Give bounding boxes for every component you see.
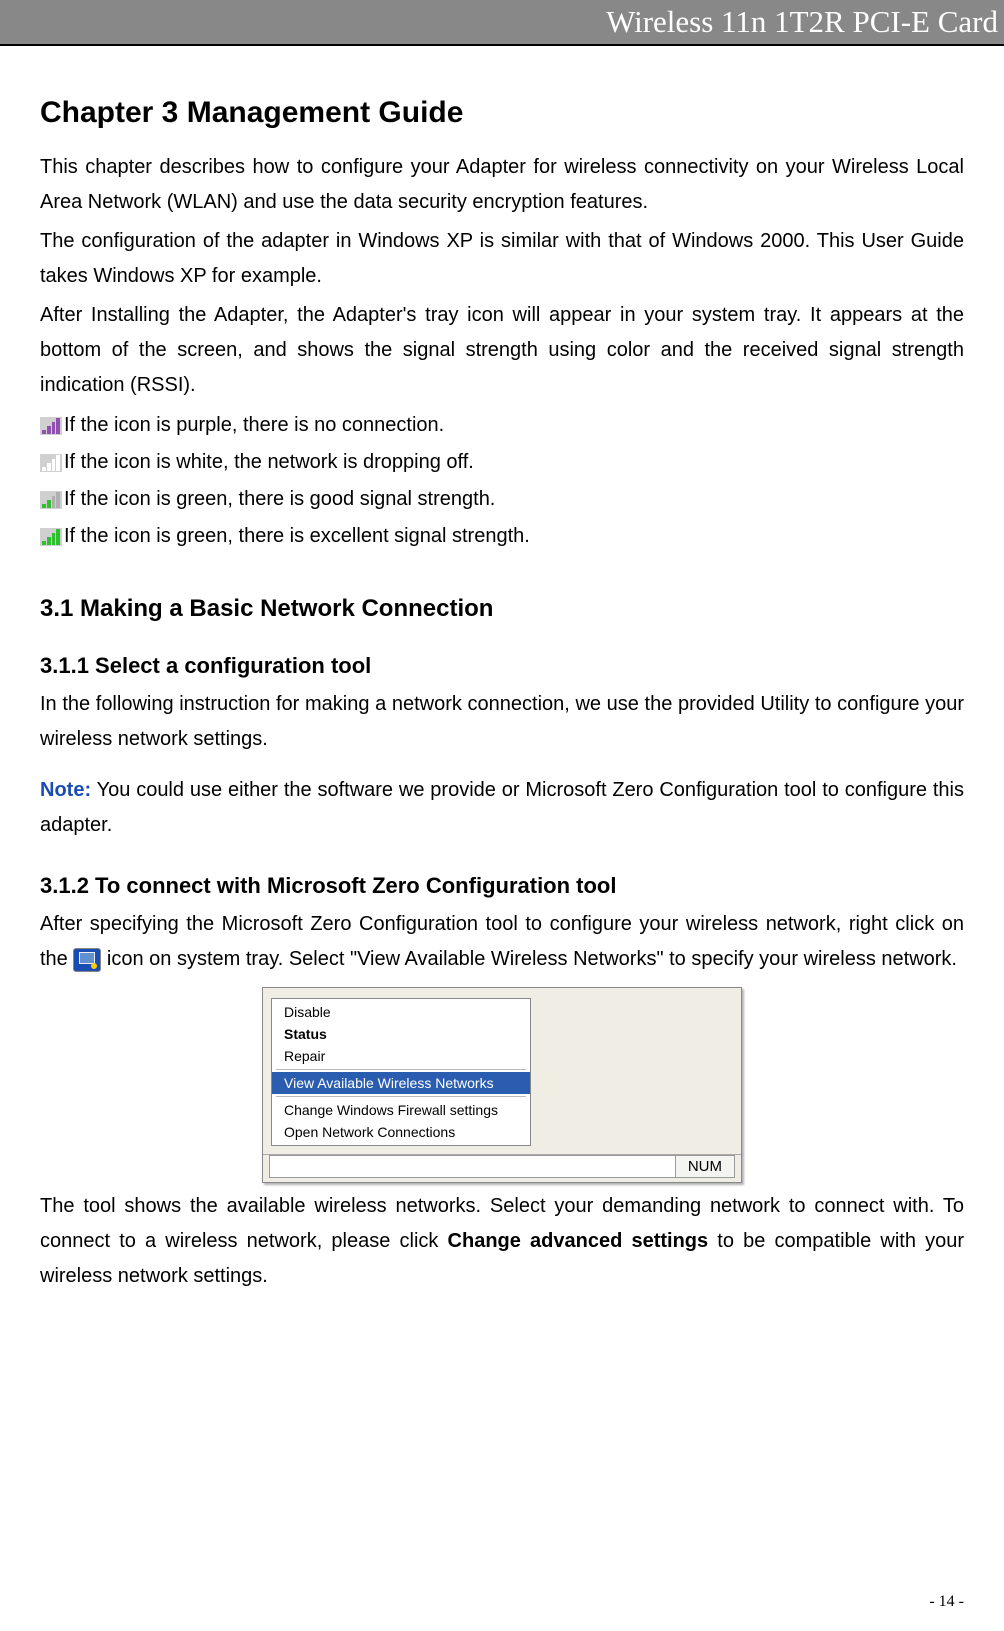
menu-item-repair[interactable]: Repair (272, 1045, 530, 1067)
status-bar-left (270, 1156, 675, 1177)
context-menu-screenshot: Disable Status Repair View Available Wir… (40, 987, 964, 1183)
menu-item-open-connections[interactable]: Open Network Connections (272, 1121, 530, 1143)
signal-icon-white (40, 454, 62, 472)
icon-status-green-good: If the icon is green, there is good sign… (40, 481, 964, 518)
icon-text-purple: If the icon is purple, there is no conne… (64, 407, 444, 444)
icon-status-green-excellent: If the icon is green, there is excellent… (40, 518, 964, 555)
header-title: Wireless 11n 1T2R PCI-E Card (606, 4, 998, 39)
icon-text-green-good: If the icon is green, there is good sign… (64, 481, 495, 518)
menu-item-view-networks[interactable]: View Available Wireless Networks (272, 1072, 530, 1094)
icon-text-green-excellent: If the icon is green, there is excellent… (64, 518, 530, 555)
context-menu-list: Disable Status Repair View Available Wir… (271, 998, 531, 1146)
section-3-1-2-heading: 3.1.2 To connect with Microsoft Zero Con… (40, 873, 964, 899)
context-menu-top: Disable Status Repair View Available Wir… (263, 988, 741, 1155)
menu-separator-2 (276, 1096, 526, 1097)
systray-wireless-icon (73, 948, 101, 972)
icon-status-purple: If the icon is purple, there is no conne… (40, 407, 964, 444)
signal-icon-green-excellent (40, 528, 62, 546)
paragraph-intro-3: After Installing the Adapter, the Adapte… (40, 298, 964, 403)
icon-status-white: If the icon is white, the network is dro… (40, 444, 964, 481)
signal-icon-purple (40, 417, 62, 435)
note-body: You could use either the software we pro… (40, 779, 964, 836)
menu-item-status[interactable]: Status (272, 1023, 530, 1045)
paragraph-intro-1: This chapter describes how to configure … (40, 150, 964, 220)
section-3-1-1-body: In the following instruction for making … (40, 687, 964, 757)
page-number: - 14 - (929, 1593, 964, 1611)
menu-item-disable[interactable]: Disable (272, 1001, 530, 1023)
note-label: Note: (40, 779, 91, 801)
section-3-1-heading: 3.1 Making a Basic Network Connection (40, 595, 964, 623)
section-3-1-1-note: Note: You could use either the software … (40, 773, 964, 843)
status-bar-num: NUM (675, 1156, 734, 1177)
paragraph-intro-2: The configuration of the adapter in Wind… (40, 224, 964, 294)
context-menu-box: Disable Status Repair View Available Wir… (262, 987, 742, 1183)
section-3-1-2-bold: Change advanced settings (448, 1230, 709, 1252)
menu-item-firewall[interactable]: Change Windows Firewall settings (272, 1099, 530, 1121)
status-bar: NUM (269, 1155, 735, 1178)
chapter-title: Chapter 3 Management Guide (40, 96, 964, 130)
section-3-1-2-text-b: icon on system tray. Select "View Availa… (107, 948, 957, 970)
section-3-1-2-body: After specifying the Microsoft Zero Conf… (40, 907, 964, 977)
signal-icon-green-good (40, 491, 62, 509)
menu-separator-1 (276, 1069, 526, 1070)
section-3-1-2-body2: The tool shows the available wireless ne… (40, 1189, 964, 1294)
document-header: Wireless 11n 1T2R PCI-E Card (0, 0, 1004, 46)
section-3-1-1-heading: 3.1.1 Select a configuration tool (40, 653, 964, 679)
icon-text-white: If the icon is white, the network is dro… (64, 444, 474, 481)
